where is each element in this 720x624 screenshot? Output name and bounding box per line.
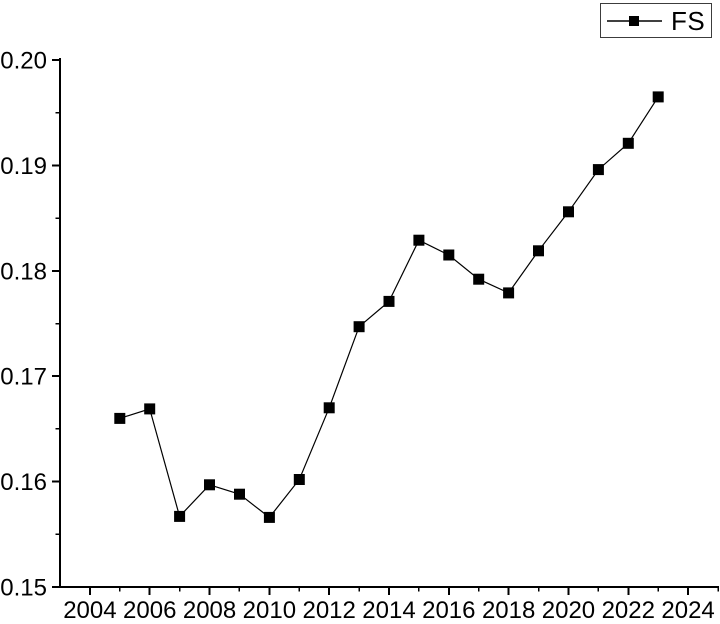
data-point-marker — [114, 412, 126, 424]
data-point-marker — [383, 295, 395, 307]
data-point-marker — [652, 91, 664, 103]
x-tick-label: 2012 — [302, 597, 355, 624]
data-point-marker — [234, 488, 245, 500]
y-tick-label: 0.17 — [0, 364, 47, 391]
data-point-marker — [144, 403, 156, 415]
y-axis-minor-ticks — [55, 111, 60, 536]
data-points-fs — [114, 91, 664, 523]
data-point-marker — [174, 510, 186, 522]
data-point-marker — [323, 402, 335, 414]
data-point-marker — [563, 206, 574, 218]
legend-line-marker-icon — [607, 15, 662, 26]
data-point-marker — [413, 234, 425, 246]
x-tick-label: 2024 — [661, 597, 714, 624]
x-tick-label: 2020 — [542, 597, 595, 624]
data-point-marker — [263, 511, 275, 523]
data-line-fs — [119, 96, 659, 519]
x-axis-tick-labels: 2004 2006 2008 2010 2012 2014 2016 2018 2020 2022… — [63, 597, 715, 624]
data-point-marker — [533, 245, 544, 257]
y-tick-label: 0.20 — [0, 48, 47, 75]
data-point-marker — [592, 164, 604, 176]
x-axis-minor-ticks — [119, 587, 719, 592]
data-point-marker — [293, 474, 305, 485]
x-tick-label: 2022 — [602, 597, 655, 624]
y-tick-label: 0.15 — [0, 575, 47, 602]
y-tick-label: 0.18 — [0, 258, 47, 285]
data-point-marker — [353, 321, 365, 333]
x-tick-label: 2006 — [123, 597, 176, 624]
y-tick-label: 0.16 — [0, 469, 47, 496]
x-axis-major-ticks — [88, 587, 690, 595]
y-tick-label: 0.19 — [0, 153, 47, 180]
x-tick-label: 2014 — [362, 597, 415, 624]
x-tick-label: 2010 — [243, 597, 296, 624]
legend-label: FS — [671, 5, 706, 36]
x-tick-label: 2008 — [183, 597, 236, 624]
y-axis-tick-labels: 0.15 0.16 0.17 0.18 0.19 0.20 — [0, 48, 47, 602]
data-point-marker — [204, 479, 215, 491]
data-point-marker — [473, 273, 485, 285]
x-tick-label: 2016 — [422, 597, 475, 624]
axes — [59, 58, 719, 588]
x-tick-label: 2018 — [482, 597, 535, 624]
data-point-marker — [443, 249, 455, 261]
legend: FS — [600, 3, 712, 38]
x-tick-label: 2004 — [63, 597, 116, 624]
data-point-marker — [503, 287, 515, 299]
data-point-marker — [622, 137, 634, 149]
y-axis-major-ticks — [52, 59, 60, 588]
